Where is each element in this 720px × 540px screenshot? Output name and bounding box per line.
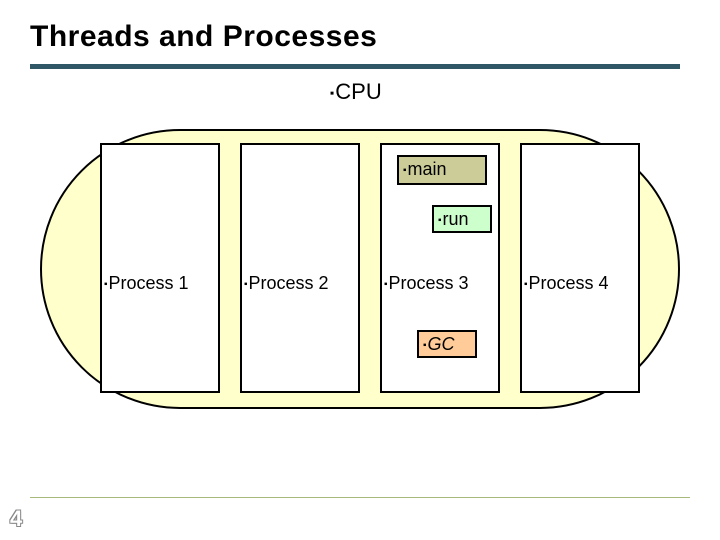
bullet-icon: ▪ (330, 86, 334, 100)
bullet-icon: ▪ (403, 165, 407, 176)
process-label-text: Process 3 (389, 273, 469, 293)
bullet-icon: ▪ (384, 279, 388, 290)
thread-main: ▪main (397, 155, 487, 185)
cpu-label: ▪CPU (330, 79, 382, 105)
process-label-3: ▪Process 3 (384, 273, 469, 294)
bullet-icon: ▪ (244, 279, 248, 290)
process-label-text: Process 4 (529, 273, 609, 293)
thread-gc: ▪GC (417, 330, 477, 358)
process-box-1: ▪Process 1 (100, 143, 220, 393)
slide-title: Threads and Processes (30, 20, 690, 60)
thread-label-text: run (443, 209, 469, 229)
page-number: 4 (10, 506, 22, 532)
process-label-text: Process 1 (109, 273, 189, 293)
thread-label-text: main (408, 159, 447, 179)
bullet-icon: ▪ (423, 340, 427, 351)
slide: Threads and Processes ▪CPU ▪Process 1▪Pr… (0, 0, 720, 540)
process-label-1: ▪Process 1 (104, 273, 189, 294)
diagram-area: ▪CPU ▪Process 1▪Process 2▪Process 3▪main… (30, 79, 690, 459)
bullet-icon: ▪ (438, 215, 442, 226)
bullet-icon: ▪ (104, 279, 108, 290)
thread-label-text: GC (428, 334, 455, 354)
process-box-2: ▪Process 2 (240, 143, 360, 393)
cpu-label-text: CPU (335, 79, 381, 104)
process-label-4: ▪Process 4 (524, 273, 609, 294)
process-box-4: ▪Process 4 (520, 143, 640, 393)
thread-run: ▪run (432, 205, 492, 233)
footer-rule (30, 497, 690, 498)
process-box-3: ▪Process 3▪main▪run▪GC (380, 143, 500, 393)
title-underline (30, 64, 680, 69)
process-label-2: ▪Process 2 (244, 273, 329, 294)
process-label-text: Process 2 (249, 273, 329, 293)
bullet-icon: ▪ (524, 279, 528, 290)
